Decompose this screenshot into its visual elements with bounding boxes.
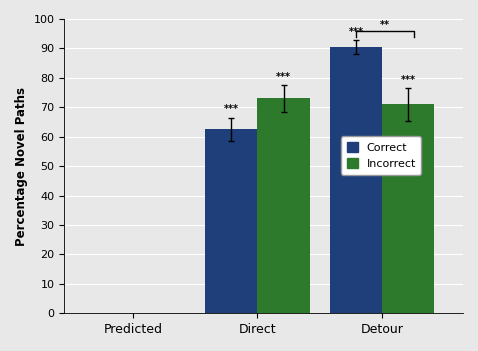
Bar xyxy=(330,47,382,313)
Bar xyxy=(205,130,258,313)
Y-axis label: Percentage Novel Paths: Percentage Novel Paths xyxy=(15,87,28,246)
Text: ***: *** xyxy=(401,75,416,85)
Text: **: ** xyxy=(380,20,390,30)
Text: ***: *** xyxy=(276,72,291,82)
Bar xyxy=(258,98,310,313)
Text: ***: *** xyxy=(348,27,363,37)
Text: ***: *** xyxy=(224,104,239,114)
Bar xyxy=(382,104,435,313)
Legend: Correct, Incorrect: Correct, Incorrect xyxy=(341,137,422,174)
